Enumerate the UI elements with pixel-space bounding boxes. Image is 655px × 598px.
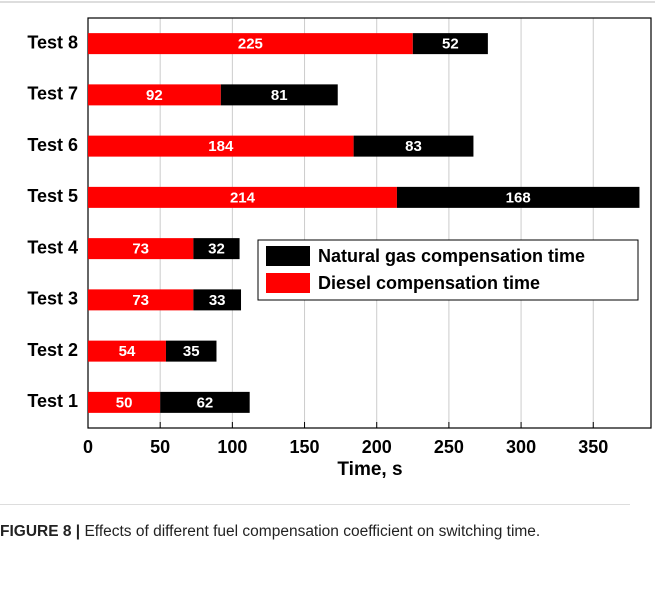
- bar-segment: [412, 33, 488, 55]
- x-tick-label: 50: [150, 437, 170, 457]
- legend-swatch: [266, 246, 310, 266]
- y-tick-label: Test 6: [27, 135, 78, 155]
- bar-value-label: 52: [442, 36, 459, 53]
- bar-segment: [88, 135, 354, 157]
- caption-label: FIGURE 8 |: [0, 523, 81, 540]
- bar-segment: [88, 186, 397, 208]
- bar-segment: [88, 84, 221, 106]
- bar-value-label: 62: [197, 394, 214, 411]
- y-tick-label: Test 3: [27, 289, 78, 309]
- legend-label: Diesel compensation time: [318, 273, 540, 293]
- x-tick-label: 0: [83, 437, 93, 457]
- x-tick-label: 300: [506, 437, 536, 457]
- bar-segment: [88, 238, 194, 260]
- bar-segment: [88, 391, 161, 413]
- bar-value-label: 32: [208, 241, 225, 258]
- y-tick-label: Test 1: [27, 391, 78, 411]
- bar-value-label: 35: [183, 343, 200, 360]
- x-tick-label: 350: [578, 437, 608, 457]
- y-tick-label: Test 8: [27, 32, 78, 52]
- bar-segment: [193, 238, 240, 260]
- bar-value-label: 83: [405, 138, 422, 155]
- plot-frame: [87, 17, 652, 429]
- bar-value-label: 92: [146, 87, 163, 104]
- x-tick-label: 200: [362, 437, 392, 457]
- bar-value-label: 225: [238, 36, 263, 53]
- bar-value-label: 214: [230, 189, 256, 206]
- y-tick-label: Test 4: [27, 237, 78, 257]
- bar-value-label: 81: [271, 87, 288, 104]
- legend-box: [257, 239, 639, 301]
- bar-segment: [88, 33, 413, 55]
- bar-value-label: 73: [132, 292, 149, 309]
- y-tick-label: Test 2: [27, 340, 78, 360]
- legend-label: Natural gas compensation time: [318, 246, 585, 266]
- y-tick-label: Test 5: [27, 186, 78, 206]
- x-axis-label: Time, s: [337, 459, 402, 480]
- x-tick-label: 150: [290, 437, 320, 457]
- caption-text: Effects of different fuel compensation c…: [84, 523, 541, 540]
- bar-value-label: 73: [132, 241, 149, 258]
- bar-value-label: 184: [208, 138, 234, 155]
- x-tick-label: 250: [434, 437, 464, 457]
- bar-value-label: 50: [116, 394, 133, 411]
- bar-segment: [165, 340, 217, 362]
- bar-segment: [220, 84, 338, 106]
- y-tick-label: Test 7: [27, 84, 78, 104]
- x-tick-label: 100: [217, 437, 247, 457]
- legend-swatch: [266, 273, 310, 293]
- bar-segment: [193, 289, 242, 311]
- bar-segment: [88, 340, 166, 362]
- chart: Time, s 0 50 100 150 200 250 300 350 Test 1 50 62 T…: [0, 1, 655, 480]
- bar-segment: [353, 135, 474, 157]
- caption: FIGURE 8 | Effects of different fuel com…: [0, 504, 630, 544]
- bar-segment: [88, 289, 194, 311]
- bar-value-label: 33: [209, 292, 226, 309]
- bar-segment: [160, 391, 250, 413]
- bar-segment: [396, 186, 640, 208]
- bar-value-label: 168: [506, 189, 531, 206]
- bar-value-label: 54: [119, 343, 136, 360]
